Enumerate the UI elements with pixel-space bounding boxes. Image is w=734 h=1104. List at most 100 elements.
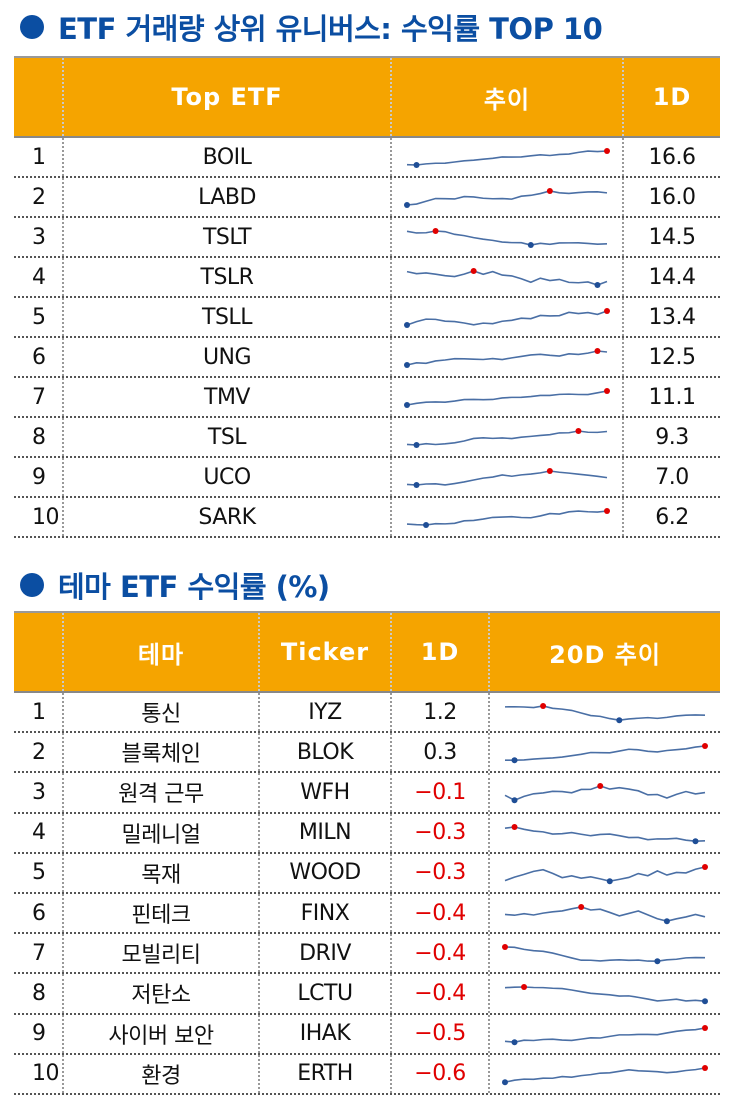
sparkline-path bbox=[504, 1066, 706, 1083]
table-row: 7 모빌리티 DRIV −0.4 bbox=[14, 934, 720, 975]
section-title: 테마 ETF 수익률 (%) bbox=[58, 570, 330, 604]
sparkline bbox=[504, 783, 706, 804]
sparkline-dot bbox=[502, 944, 508, 951]
sparkline bbox=[504, 903, 706, 925]
trend-cell bbox=[488, 693, 720, 732]
sparkline bbox=[502, 1064, 708, 1085]
bullet bbox=[20, 573, 44, 597]
sparkline-dot bbox=[597, 783, 604, 790]
ticker-cell: TSL bbox=[62, 418, 390, 456]
sparkline bbox=[502, 944, 706, 965]
sparkline-dot bbox=[604, 388, 610, 394]
ticker-cell: TSLL bbox=[62, 298, 390, 336]
sparkline-dot bbox=[663, 918, 670, 925]
sparkline-dot bbox=[404, 362, 410, 368]
sparkline-dot bbox=[470, 268, 477, 274]
ticker-cell: TSLT bbox=[62, 218, 390, 256]
trend-cell bbox=[390, 138, 622, 176]
section-heading: ETF 거래량 상위 유니버스: 수익률 TOP 10 bbox=[20, 6, 603, 48]
sparkline bbox=[504, 1024, 708, 1045]
table-row: 7 TMV 11.1 bbox=[14, 378, 720, 418]
sparkline-dot bbox=[578, 903, 585, 910]
sparkline bbox=[406, 228, 608, 248]
sparkline-dot bbox=[413, 482, 420, 488]
sparkline-dot bbox=[594, 282, 601, 288]
sparkline-dot bbox=[413, 442, 420, 448]
sparkline-path bbox=[406, 510, 608, 526]
ticker-cell: WFH bbox=[258, 773, 390, 812]
sparkline-dot bbox=[511, 797, 518, 804]
header-cell: Top ETF bbox=[62, 58, 390, 136]
return-cell: −0.3 bbox=[390, 813, 488, 852]
sparkline-path bbox=[504, 906, 706, 922]
sparkline bbox=[504, 743, 708, 764]
theme-cell: 모빌리티 bbox=[62, 934, 258, 973]
rank-cell: 3 bbox=[32, 779, 46, 805]
table-row: 5 목재 WOOD −0.3 bbox=[14, 853, 720, 894]
sparkline-path bbox=[406, 470, 608, 486]
ticker-cell: LABD bbox=[62, 178, 390, 216]
sparkline bbox=[406, 508, 610, 528]
table-row: 4 TSLR 14.4 bbox=[14, 258, 720, 298]
return-cell: 9.3 bbox=[622, 418, 720, 456]
trend-cell bbox=[390, 378, 622, 416]
return-cell: 11.1 bbox=[622, 378, 720, 416]
sparkline-path bbox=[504, 865, 706, 882]
return-cell: −0.4 bbox=[390, 934, 488, 973]
trend-cell bbox=[488, 853, 720, 892]
ticker-cell: DRIV bbox=[258, 934, 390, 973]
sparkline-path bbox=[406, 190, 608, 206]
header-cell bbox=[14, 613, 62, 691]
sparkline-path bbox=[504, 785, 706, 802]
return-cell: −0.4 bbox=[390, 893, 488, 933]
rank-cell: 5 bbox=[32, 304, 46, 330]
rank-cell: 8 bbox=[32, 424, 46, 450]
trend-cell bbox=[488, 813, 720, 852]
ticker-cell: IHAK bbox=[258, 1014, 390, 1053]
sparkline-dot bbox=[540, 703, 547, 709]
sparkline bbox=[504, 823, 706, 844]
return-cell: 14.5 bbox=[622, 218, 720, 256]
sparkline-path bbox=[504, 946, 706, 963]
header-cell bbox=[14, 58, 62, 136]
sparkline bbox=[504, 703, 706, 724]
sparkline-dot bbox=[511, 757, 518, 764]
header-cell: Ticker bbox=[258, 613, 390, 691]
sparkline-path bbox=[406, 430, 608, 446]
table-row: 10 환경 ERTH −0.6 bbox=[14, 1054, 720, 1095]
return-cell: 6.2 bbox=[622, 498, 720, 536]
sparkline-dot bbox=[502, 1078, 508, 1085]
theme-cell: 사이버 보안 bbox=[62, 1014, 258, 1053]
theme-cell: 핀테크 bbox=[62, 893, 258, 933]
table-row: 9 UCO 7.0 bbox=[14, 458, 720, 498]
table-row: 6 핀테크 FINX −0.4 bbox=[14, 893, 720, 935]
sparkline-dot bbox=[404, 402, 410, 408]
return-cell: 12.5 bbox=[622, 338, 720, 376]
sparkline-path bbox=[406, 350, 608, 366]
sparkline-dot bbox=[511, 823, 518, 830]
trend-cell bbox=[488, 1054, 720, 1093]
return-cell: −0.6 bbox=[390, 1054, 488, 1093]
rank-cell: 10 bbox=[32, 1061, 60, 1087]
ticker-cell: FINX bbox=[258, 893, 390, 933]
rank-cell: 5 bbox=[32, 860, 46, 886]
trend-cell bbox=[390, 338, 622, 376]
theme-cell: 원격 근무 bbox=[62, 773, 258, 812]
header-cell: 추이 bbox=[390, 58, 622, 136]
ticker-cell: UNG bbox=[62, 338, 390, 376]
sparkline-dot bbox=[527, 242, 534, 248]
table-row: 8 TSL 9.3 bbox=[14, 418, 720, 458]
trend-cell bbox=[488, 893, 720, 933]
sparkline bbox=[406, 428, 608, 448]
return-cell: 16.0 bbox=[622, 178, 720, 216]
sparkline bbox=[404, 308, 610, 328]
header-cell: 1D bbox=[622, 58, 720, 136]
trend-cell bbox=[390, 178, 622, 216]
sparkline-dot bbox=[616, 717, 623, 724]
rank-cell: 7 bbox=[32, 940, 46, 966]
sparkline bbox=[504, 863, 708, 884]
sparkline bbox=[404, 188, 608, 208]
return-cell: −0.3 bbox=[390, 853, 488, 892]
sparkline-path bbox=[406, 310, 608, 326]
